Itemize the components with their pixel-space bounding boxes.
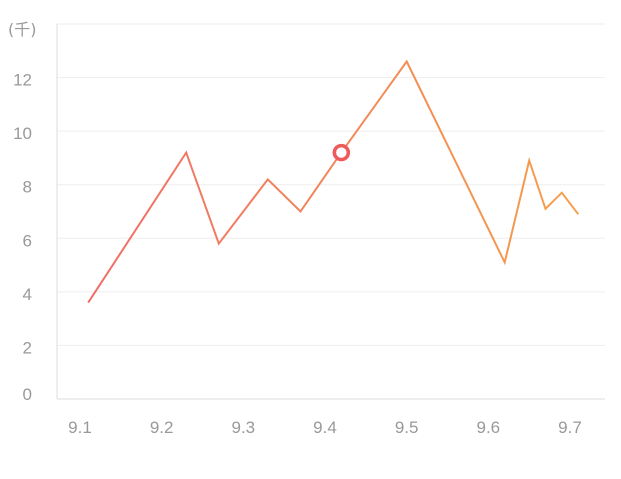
x-tick-label: 9.4 [313, 418, 337, 437]
y-tick-labels: 0 2 4 6 8 10 12 [13, 71, 32, 404]
axes [56, 24, 605, 400]
highlight-group [332, 143, 351, 162]
x-tick-label: 9.1 [68, 418, 92, 437]
x-tick-label: 9.5 [395, 418, 419, 437]
y-tick-label: 6 [23, 231, 32, 250]
y-tick-label: 8 [23, 178, 32, 197]
highlight-point-marker[interactable] [332, 143, 351, 162]
series-group [87, 59, 579, 304]
x-tick-labels: 9.1 9.2 9.3 9.4 9.5 9.6 9.7 [68, 418, 582, 437]
x-tick-label: 9.3 [232, 418, 256, 437]
grid-lines [57, 23, 605, 346]
y-tick-label: 10 [13, 124, 32, 143]
series-line [87, 59, 579, 304]
x-tick-label: 9.2 [150, 418, 174, 437]
x-tick-label: 9.6 [477, 418, 501, 437]
y-tick-label: 4 [23, 285, 32, 304]
y-tick-label: 12 [13, 71, 32, 90]
x-tick-label: 9.7 [558, 418, 582, 437]
y-axis-unit-label: (千) [8, 20, 37, 39]
y-tick-label: 2 [23, 338, 32, 357]
y-tick-label: 0 [23, 385, 32, 404]
